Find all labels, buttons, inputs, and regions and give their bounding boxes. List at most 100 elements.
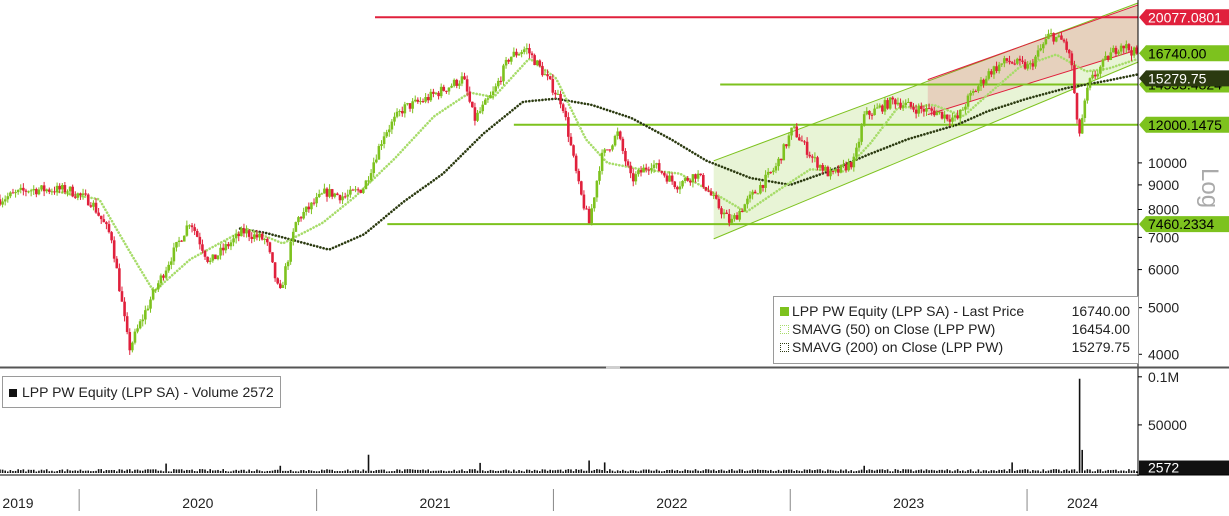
- x-tick-label: 2024: [1067, 495, 1098, 511]
- candle-body: [751, 191, 754, 195]
- candle-body: [1013, 63, 1017, 65]
- candle-body: [1125, 44, 1128, 49]
- candle-body: [912, 106, 915, 110]
- candle-body: [761, 185, 765, 188]
- candle-body: [476, 112, 479, 121]
- candle-body: [211, 254, 215, 261]
- candle-body: [307, 206, 311, 210]
- candle-body: [787, 135, 791, 147]
- candle-body: [445, 90, 448, 92]
- candle-body: [766, 171, 770, 175]
- candle-body: [185, 225, 189, 236]
- volume-tick-label: 0.1M: [1148, 369, 1179, 385]
- candle-body: [805, 141, 809, 155]
- candle-body: [1023, 61, 1027, 69]
- candle-body: [203, 250, 207, 257]
- candle-body: [141, 319, 145, 322]
- candle-body: [29, 190, 33, 192]
- legend-last-price: LPP PW Equity (LPP SA) - Last Price: [780, 303, 1024, 320]
- legend-last-price-value: 16740.00: [1071, 303, 1130, 319]
- candle-body: [429, 91, 433, 101]
- candle-body: [315, 196, 318, 204]
- candle-body: [642, 167, 645, 173]
- candle-body: [375, 159, 378, 163]
- candle-body: [110, 232, 113, 241]
- legend-sma50-value: 16454.00: [1071, 321, 1130, 337]
- candle-body: [1088, 78, 1092, 88]
- candle-body: [704, 187, 708, 191]
- candle-body: [1112, 47, 1115, 53]
- candle-body: [951, 117, 954, 122]
- candle-body: [447, 87, 451, 92]
- candle-body: [1052, 33, 1055, 42]
- candle-body: [878, 105, 882, 108]
- candle-body: [943, 114, 946, 119]
- candle-body: [1018, 58, 1022, 61]
- candle-body: [1065, 41, 1068, 50]
- candle-body: [486, 98, 490, 100]
- candle-body: [55, 185, 59, 193]
- candle-body: [403, 104, 407, 114]
- candle-body: [1026, 64, 1030, 69]
- candle-body: [738, 210, 741, 220]
- candle-body: [663, 172, 666, 176]
- log-scale-label: Log: [1196, 168, 1223, 208]
- candle-body: [860, 125, 863, 142]
- candle-body: [870, 114, 874, 116]
- candle-body: [105, 222, 108, 225]
- candle-body: [839, 164, 843, 173]
- candle-body: [564, 110, 568, 118]
- candle-body: [177, 240, 181, 243]
- volume-last-tag-text: 2572: [1148, 460, 1179, 476]
- candle-body: [84, 193, 87, 195]
- y-tick-label: 4000: [1148, 346, 1179, 362]
- candle-body: [740, 210, 744, 212]
- candle-body: [299, 217, 303, 219]
- candle-body: [1080, 118, 1084, 134]
- candle-body: [278, 283, 282, 288]
- volume-legend: LPP PW Equity (LPP SA) - Volume 2572: [2, 376, 281, 408]
- candle-body: [1091, 74, 1094, 79]
- candle-body: [1010, 62, 1014, 64]
- candle-body: [823, 166, 827, 171]
- candle-body: [1104, 55, 1107, 60]
- candle-body: [608, 149, 612, 151]
- candle-body: [1070, 53, 1074, 66]
- candle-body: [811, 156, 814, 158]
- candle-body: [574, 155, 578, 171]
- candle-body: [842, 164, 845, 166]
- candle-body: [894, 99, 897, 105]
- candle-body: [753, 191, 757, 194]
- candle-body: [966, 95, 970, 107]
- candle-body: [1078, 119, 1081, 134]
- candle-body: [1127, 44, 1131, 51]
- candle-body: [455, 79, 459, 86]
- candle-body: [769, 171, 773, 173]
- candle-body: [938, 111, 941, 113]
- candle-body: [240, 228, 243, 237]
- candle-body: [541, 65, 544, 76]
- candle-body: [593, 197, 596, 209]
- candle-body: [803, 141, 806, 143]
- candle-body: [102, 219, 106, 223]
- candle-body: [504, 59, 508, 66]
- candle-body: [1049, 33, 1053, 35]
- candle-body: [32, 188, 36, 191]
- candle-body: [901, 105, 905, 108]
- candle-body: [899, 102, 902, 108]
- candle-body: [696, 173, 700, 179]
- candle-body: [86, 194, 90, 206]
- channel-fill: [713, 3, 1138, 239]
- candle-body: [354, 189, 357, 191]
- candle-body: [97, 212, 100, 216]
- candle-body: [180, 240, 183, 242]
- candle-body: [668, 175, 671, 182]
- candle-body: [362, 189, 365, 193]
- candle-body: [818, 165, 822, 168]
- candle-body: [491, 91, 495, 96]
- candle-body: [917, 106, 921, 114]
- candle-body: [1075, 93, 1079, 120]
- candle-body: [1047, 33, 1050, 39]
- candle-body: [76, 193, 80, 198]
